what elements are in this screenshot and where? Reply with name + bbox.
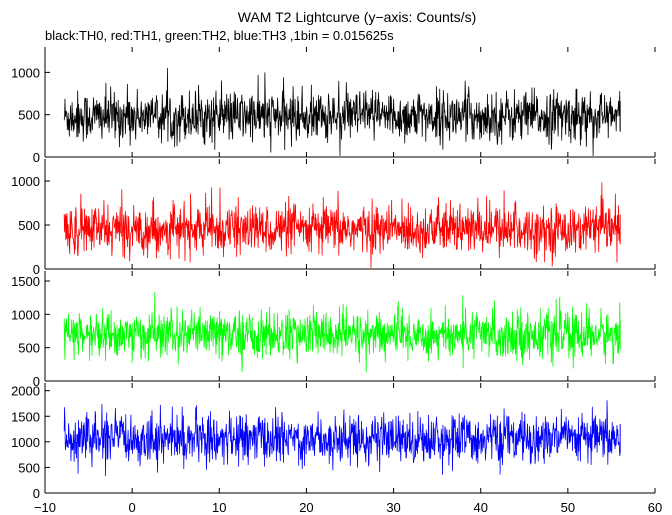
x-tick-label: 50 bbox=[561, 500, 575, 515]
y-tick-label: 1000 bbox=[11, 307, 40, 322]
y-tick-label: 0 bbox=[33, 262, 40, 277]
figure-title: WAM T2 Lightcurve (y−axis: Counts/s) bbox=[238, 9, 476, 25]
y-tick-label: 1500 bbox=[11, 409, 40, 424]
y-tick-label: 500 bbox=[18, 218, 40, 233]
y-tick-label: 1000 bbox=[11, 65, 40, 80]
y-tick-label: 1000 bbox=[11, 174, 40, 189]
panel-th2: 0 500 1000 1500 bbox=[11, 271, 656, 389]
x-tick-label: 20 bbox=[299, 500, 313, 515]
panels-group: 0500100005001000050010001500050010001500… bbox=[11, 47, 656, 501]
y-tick-label: 0 bbox=[33, 150, 40, 165]
y-tick-label: 0 bbox=[33, 486, 40, 501]
y-tick-label: 2000 bbox=[11, 384, 40, 399]
series-line-th0 bbox=[63, 68, 621, 156]
x-tick-label: 60 bbox=[648, 500, 662, 515]
x-tick-label: 0 bbox=[129, 500, 136, 515]
y-tick-label: 500 bbox=[18, 108, 40, 123]
x-tick-label: 40 bbox=[473, 500, 487, 515]
y-tick-label: 500 bbox=[18, 460, 40, 475]
y-tick-label: 0 bbox=[33, 374, 40, 389]
x-tick-label: 30 bbox=[386, 500, 400, 515]
x-tick-label: 10 bbox=[212, 500, 226, 515]
figure-subtitle: black:TH0, red:TH1, green:TH2, blue:TH3 … bbox=[45, 28, 394, 43]
panel-th0: 0 500 1000 bbox=[11, 47, 656, 165]
panel-th1: 0 500 1000 bbox=[11, 159, 656, 277]
panel-th3: 0 500 1000 1500 2000 bbox=[11, 383, 656, 501]
x-tick-label: −10 bbox=[34, 500, 56, 515]
series-line-th2 bbox=[63, 291, 621, 373]
y-tick-label: 1500 bbox=[11, 274, 40, 289]
x-axis: −10 0 10 20 30 40 50 60 bbox=[34, 500, 662, 515]
y-tick-label: 500 bbox=[18, 341, 40, 356]
series-line-th3 bbox=[63, 400, 621, 476]
y-tick-label: 1000 bbox=[11, 435, 40, 450]
series-line-th1 bbox=[63, 182, 621, 268]
